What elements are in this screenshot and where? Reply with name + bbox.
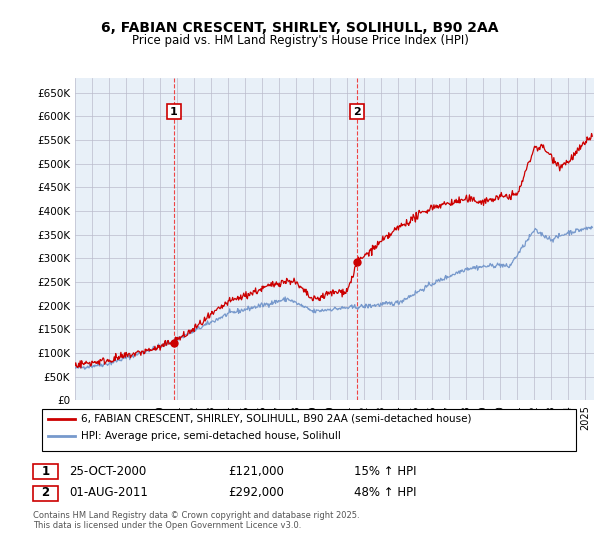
Text: 15% ↑ HPI: 15% ↑ HPI — [354, 465, 416, 478]
Text: HPI: Average price, semi-detached house, Solihull: HPI: Average price, semi-detached house,… — [81, 431, 341, 441]
Text: Price paid vs. HM Land Registry's House Price Index (HPI): Price paid vs. HM Land Registry's House … — [131, 34, 469, 46]
Text: 01-AUG-2011: 01-AUG-2011 — [69, 486, 148, 500]
Text: 1: 1 — [170, 106, 178, 116]
Text: £292,000: £292,000 — [228, 486, 284, 500]
Text: 2: 2 — [41, 486, 50, 500]
Text: 48% ↑ HPI: 48% ↑ HPI — [354, 486, 416, 500]
Text: 1: 1 — [41, 465, 50, 478]
Text: Contains HM Land Registry data © Crown copyright and database right 2025.: Contains HM Land Registry data © Crown c… — [33, 511, 359, 520]
Text: 6, FABIAN CRESCENT, SHIRLEY, SOLIHULL, B90 2AA (semi-detached house): 6, FABIAN CRESCENT, SHIRLEY, SOLIHULL, B… — [81, 414, 472, 424]
Text: 6, FABIAN CRESCENT, SHIRLEY, SOLIHULL, B90 2AA: 6, FABIAN CRESCENT, SHIRLEY, SOLIHULL, B… — [101, 21, 499, 35]
Text: This data is licensed under the Open Government Licence v3.0.: This data is licensed under the Open Gov… — [33, 521, 301, 530]
Text: £121,000: £121,000 — [228, 465, 284, 478]
Text: 2: 2 — [353, 106, 361, 116]
Text: 25-OCT-2000: 25-OCT-2000 — [69, 465, 146, 478]
